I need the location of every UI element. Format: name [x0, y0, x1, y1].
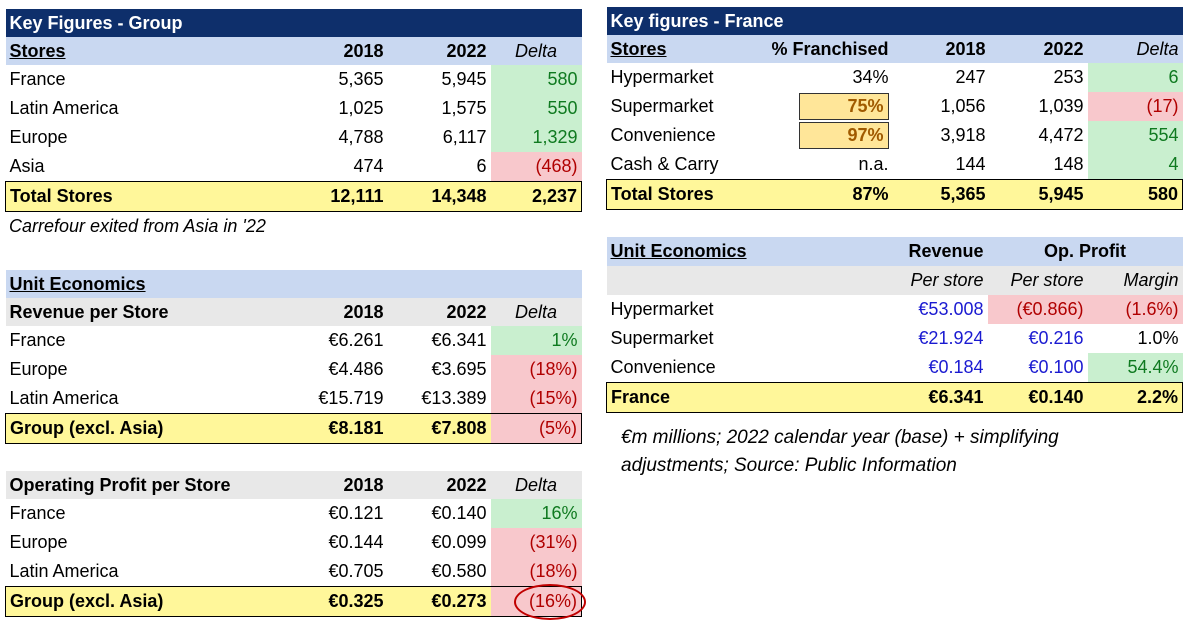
table-row: Latin America €0.705 €0.580 (18%): [6, 557, 582, 587]
source-note: €m millions; 2022 calendar year (base) +…: [621, 427, 1059, 476]
ue-france-subheader: Per store Per store Margin: [606, 266, 1183, 295]
unit-economics-france-title: Unit Economics: [610, 241, 747, 261]
table-row: France €6.261 €6.341 1%: [6, 326, 582, 355]
delta-cell: 554: [1087, 121, 1183, 150]
table-row: Europe €0.144 €0.099 (31%): [6, 528, 582, 557]
delta-header: Delta: [1087, 35, 1183, 63]
year-2018-header: 2018: [285, 37, 388, 65]
profit-header: Operating Profit per Store 2018 2022 Del…: [5, 471, 582, 499]
kf-france-header: Stores % Franchised 2018 2022 Delta: [606, 35, 1183, 63]
total-row: Group (excl. Asia) €0.325 €0.273 (16%): [5, 586, 582, 617]
table-row: Cash & Carry n.a. 144 148 4: [607, 150, 1183, 180]
table-row: France 5,365 5,945 580: [6, 65, 582, 94]
delta-cell: (18%): [490, 557, 582, 587]
highlighted-cell: 75%: [798, 93, 889, 120]
year-2022-header: 2022: [387, 37, 491, 65]
red-circle-annotation: [514, 584, 586, 620]
delta-cell: 550: [490, 94, 582, 123]
year-2022-header: 2022: [989, 35, 1088, 63]
delta-cell: 16%: [490, 499, 582, 528]
asia-note: Carrefour exited from Asia in '22: [9, 216, 266, 236]
delta-cell: 1%: [490, 326, 582, 355]
delta-cell: (31%): [490, 528, 582, 557]
ue-france-table: Unit Economics Revenue Op. Profit Per st…: [606, 237, 1183, 413]
unit-economics-title: Unit Economics: [9, 273, 146, 294]
kf-group-header: Stores 2018 2022 Delta: [5, 37, 582, 65]
table-row: Convenience 97% 3,918 4,472 554: [607, 121, 1183, 150]
table-row: Asia 474 6 (468): [6, 152, 582, 182]
delta-cell: (18%): [490, 355, 582, 384]
delta-header: Delta: [490, 37, 582, 65]
table-row: Hypermarket 34% 247 253 6: [607, 63, 1183, 92]
table-row: Convenience €0.184 €0.100 54.4%: [607, 353, 1183, 383]
table-row: France €0.121 €0.140 16%: [6, 499, 582, 528]
delta-cell: 1,329: [490, 123, 582, 152]
stores-header: Stores: [610, 38, 667, 59]
kf-group-title: Key Figures - Group: [5, 9, 582, 37]
ue-group-table: Unit Economics Revenue per Store 2018 20…: [5, 270, 583, 444]
table-row: Supermarket €21.924 €0.216 1.0%: [610, 328, 1179, 348]
table-row: Hypermarket €53.008 (€0.866) (1.6%): [607, 295, 1183, 324]
total-row: Total Stores 12,111 14,348 2,237: [5, 181, 583, 212]
kf-france-title: Key figures - France: [606, 7, 1183, 35]
total-row: Group (excl. Asia) €8.181 €7.808 (5%): [5, 413, 583, 444]
year-2018-header: 2018: [892, 35, 990, 63]
table-row: Europe 4,788 6,117 1,329: [6, 123, 582, 152]
total-row: France €6.341 €0.140 2.2%: [606, 382, 1183, 413]
table-row: Latin America €15.719 €13.389 (15%): [6, 384, 582, 414]
stores-header: Stores: [9, 40, 66, 61]
revenue-header: Revenue per Store 2018 2022 Delta: [5, 298, 582, 326]
delta-cell: (17): [1087, 92, 1183, 121]
delta-cell: (15%): [490, 384, 582, 414]
table-row: Latin America 1,025 1,575 550: [6, 94, 582, 123]
franchised-header: % Franchised: [754, 35, 893, 63]
ue-france-header: Unit Economics Revenue Op. Profit: [606, 237, 1183, 266]
op-profit-header: Op. Profit: [987, 237, 1183, 266]
total-row: Total Stores 87% 5,365 5,945 580: [606, 179, 1184, 210]
highlighted-cell: 97%: [798, 122, 889, 149]
revenue-header: Revenue: [892, 237, 988, 266]
kf-france-table: Key figures - France Stores % Franchised…: [606, 7, 1184, 210]
delta-cell: 4: [1087, 150, 1183, 180]
delta-cell: 6: [1087, 63, 1183, 92]
delta-cell: (468): [490, 152, 582, 182]
table-row: Supermarket 75% 1,056 1,039 (17): [607, 92, 1183, 121]
delta-cell: 580: [490, 65, 582, 94]
op-profit-table: Operating Profit per Store 2018 2022 Del…: [5, 471, 582, 617]
kf-group-table: Key Figures - Group Stores 2018 2022 Del…: [5, 9, 583, 212]
table-row: Europe €4.486 €3.695 (18%): [6, 355, 582, 384]
